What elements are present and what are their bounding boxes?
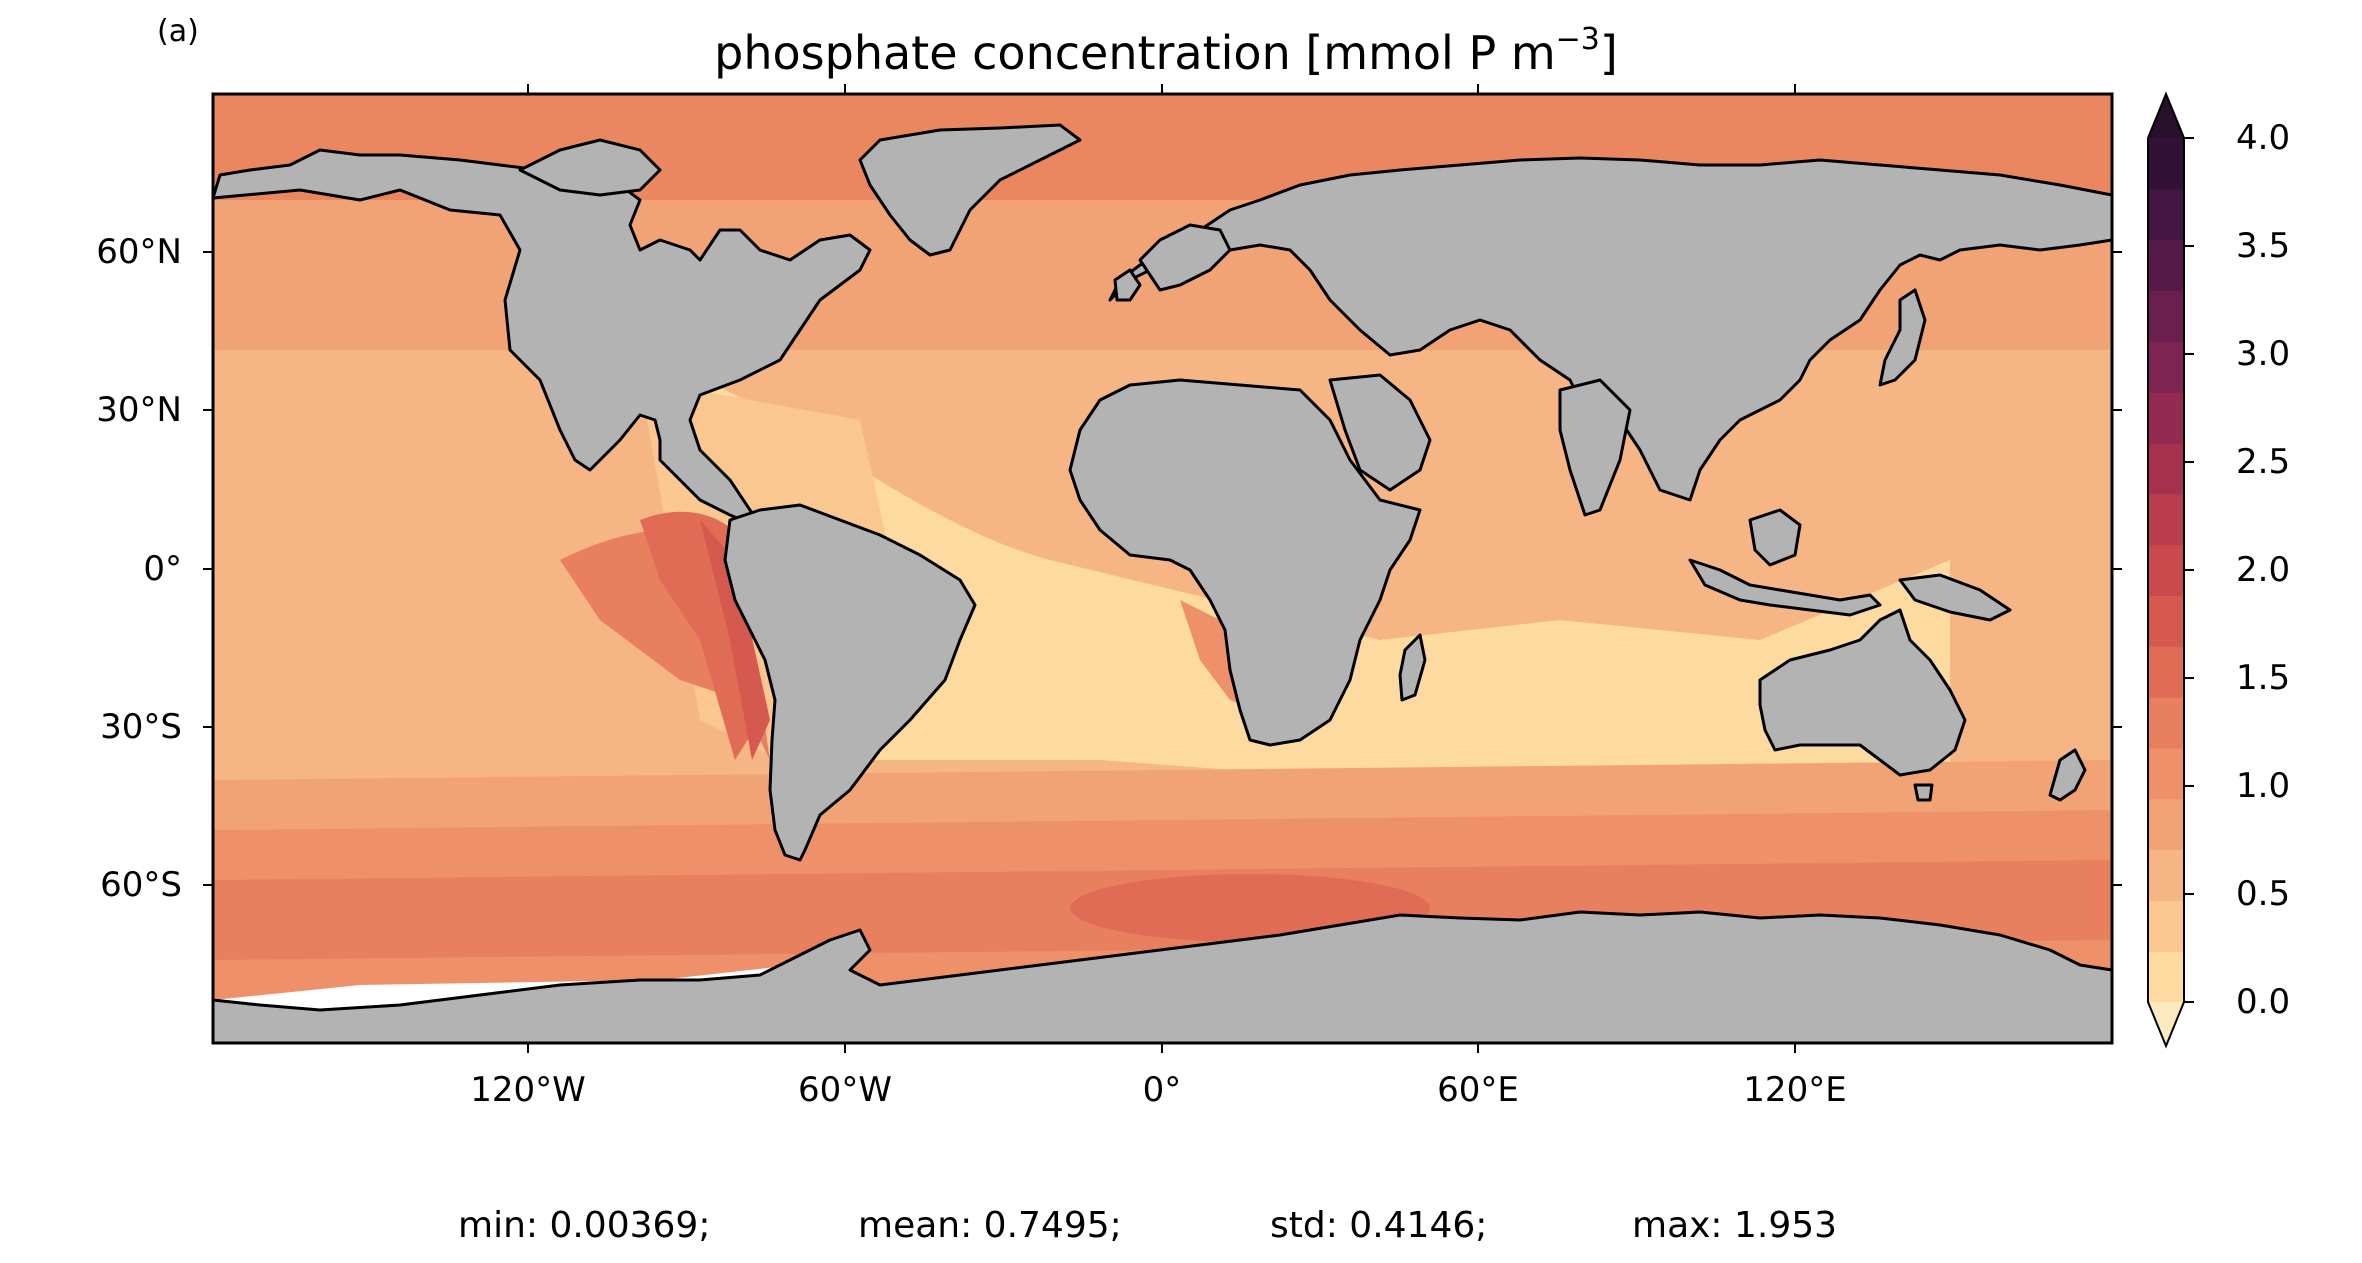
stat-std: std: 0.4146;	[1270, 1205, 1488, 1246]
colorbar-tick-label: 1.5	[2236, 658, 2291, 698]
british-isles	[1113, 268, 1142, 302]
map-ticks	[203, 84, 2122, 1053]
new-zealand	[2048, 748, 2087, 802]
map-title: phosphate concentration [mmol P m−3]	[0, 22, 2332, 80]
colorbar-tick-label: 0.5	[2236, 874, 2291, 914]
panel-label: (a)	[157, 14, 199, 49]
lon-tick-label: 0°	[1142, 1070, 1182, 1110]
colorbar-band	[2148, 341, 2184, 393]
stat-max: max: 1.953	[1632, 1205, 1838, 1246]
colorbar-band	[2148, 239, 2184, 292]
stat-mean: mean: 0.7495;	[858, 1205, 1122, 1246]
antarctica	[213, 910, 2112, 1043]
colorbar-under-triangle	[2148, 1002, 2184, 1046]
madagascar	[1398, 633, 1427, 702]
eurasia	[1108, 156, 2112, 502]
title-exponent: −3	[1555, 22, 1600, 57]
colorbar-band	[2148, 747, 2184, 800]
land-masses	[213, 123, 2112, 1043]
canadian-archipelago	[518, 138, 662, 197]
indonesia	[1688, 558, 1882, 617]
colorbar-tick-label: 0.0	[2236, 982, 2291, 1022]
colorbar-band	[2148, 798, 2184, 851]
japan	[1878, 288, 1927, 387]
colorbar-band	[2148, 290, 2184, 342]
lat-tick-label: 60°N	[96, 232, 182, 272]
lon-tick-label: 60°E	[1437, 1070, 1519, 1110]
lat-tick-label: 0°	[143, 549, 182, 589]
lat-tick-label: 30°N	[96, 390, 182, 430]
borneo	[1748, 508, 1802, 567]
title-close: ]	[1599, 26, 1618, 80]
colorbar	[2147, 91, 2194, 1049]
colorbar-band	[2148, 544, 2184, 597]
lon-tick-label: 120°E	[1743, 1070, 1847, 1110]
colorbar-tick-label: 2.0	[2236, 550, 2291, 590]
africa	[1068, 378, 1422, 747]
colorbar-band	[2148, 951, 2184, 1003]
colorbar-band	[2148, 697, 2184, 749]
colorbar-tick-label: 3.0	[2236, 334, 2291, 374]
colorbar-over-triangle	[2148, 94, 2184, 138]
colorbar-band	[2148, 188, 2184, 241]
colorbar-tick-label: 1.0	[2236, 766, 2291, 806]
colorbar-band	[2148, 900, 2184, 952]
colorbar-tick-label: 2.5	[2236, 442, 2291, 482]
south-america	[723, 503, 977, 862]
stat-min: min: 0.00369;	[458, 1205, 711, 1246]
new-guinea	[1898, 573, 2012, 622]
lon-tick-label: 60°W	[798, 1070, 892, 1110]
tasmania	[1913, 783, 1934, 802]
lon-tick-label: 120°W	[470, 1070, 586, 1110]
title-text: phosphate concentration [mmol P m	[714, 26, 1556, 80]
colorbar-band	[2148, 442, 2184, 495]
colorbar-band	[2148, 849, 2184, 901]
lat-tick-label: 60°S	[100, 865, 182, 905]
india	[1558, 378, 1632, 517]
scandinavia	[1138, 223, 1232, 292]
colorbar-band	[2148, 138, 2184, 190]
australia	[1758, 608, 1967, 777]
colorbar-tick-label: 3.5	[2236, 226, 2291, 266]
greenland	[858, 123, 1082, 257]
colorbar-band	[2148, 595, 2184, 647]
arabia	[1328, 373, 1432, 492]
colorbar-tick-label: 4.0	[2236, 118, 2291, 158]
colorbar-band	[2148, 392, 2184, 444]
lat-tick-label: 30°S	[100, 707, 182, 747]
colorbar-band	[2148, 646, 2184, 698]
colorbar-band	[2148, 493, 2184, 546]
